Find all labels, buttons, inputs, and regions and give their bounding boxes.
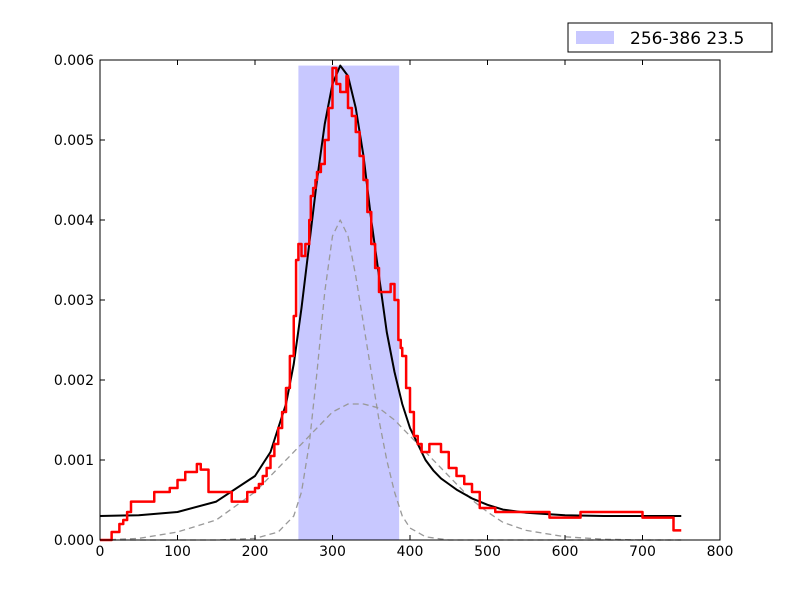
x-tick-label: 100 xyxy=(164,544,191,560)
x-tick-label: 600 xyxy=(552,544,579,560)
x-tick-label: 200 xyxy=(242,544,269,560)
y-tick-label: 0.002 xyxy=(54,373,94,389)
series-layer xyxy=(99,64,682,542)
highlight-band-layer xyxy=(298,65,400,540)
y-tick-label: 0.006 xyxy=(54,53,94,69)
x-tick-label: 500 xyxy=(474,544,501,560)
y-tick-label: 0.004 xyxy=(54,213,94,229)
y-tick-label: 0.000 xyxy=(54,533,94,549)
y-tick-label: 0.005 xyxy=(54,133,94,149)
legend-label: 256-386 23.5 xyxy=(630,29,744,49)
x-tick-label: 800 xyxy=(707,544,734,560)
legend-swatch xyxy=(576,31,614,44)
y-tick-label: 0.001 xyxy=(54,453,94,469)
series-line-2 xyxy=(100,219,682,541)
ticks-layer: 0 100 200 300 400 500 600 700 800 0.000 0.001 0.002… xyxy=(54,53,733,560)
x-tick-label: 300 xyxy=(319,544,346,560)
x-tick-label: 400 xyxy=(397,544,424,560)
x-tick-label: 0 xyxy=(96,544,105,560)
highlight-band xyxy=(298,65,400,540)
legend: 256-386 23.5 xyxy=(567,22,773,53)
x-tick-label: 700 xyxy=(629,544,656,560)
y-tick-label: 0.003 xyxy=(54,293,94,309)
plot-frame xyxy=(99,59,721,541)
series-line-0 xyxy=(100,66,682,542)
series-line-3 xyxy=(99,403,682,541)
